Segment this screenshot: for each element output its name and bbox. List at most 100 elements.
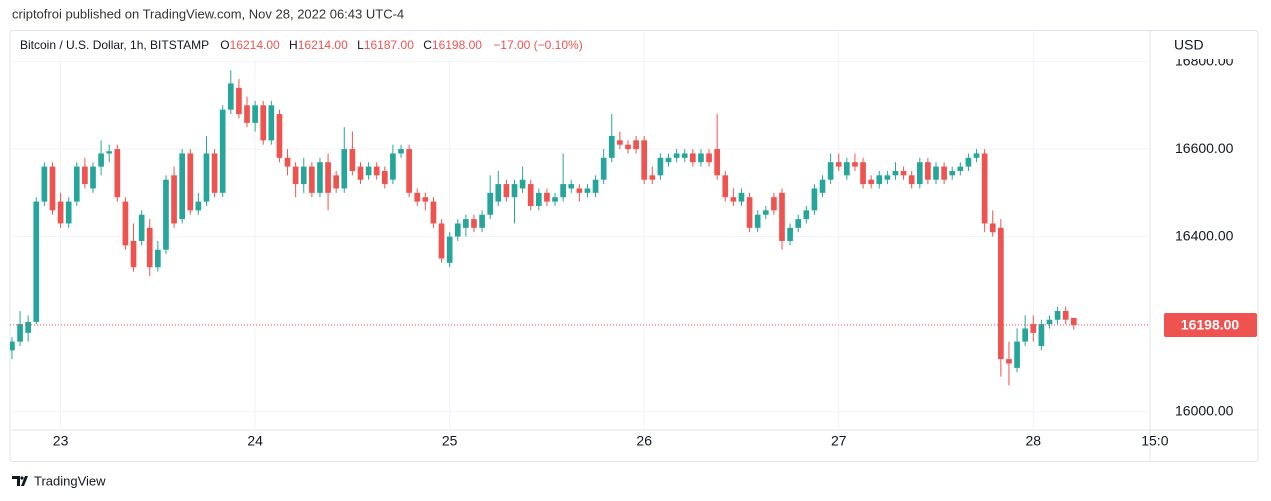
candle-body — [706, 153, 712, 163]
candle-body — [795, 219, 802, 228]
candle-body — [787, 227, 793, 241]
candle-body — [122, 201, 129, 246]
logo-dot — [20, 476, 24, 480]
candle-body — [179, 153, 186, 220]
candle-body — [868, 179, 875, 185]
candle-body — [495, 184, 502, 202]
y-axis-unit: USD — [1174, 37, 1204, 53]
candle-body — [309, 166, 315, 193]
low-value: 16187.00 — [364, 38, 414, 52]
candle-body — [730, 197, 737, 202]
candle-body — [1014, 341, 1020, 368]
close-key: C — [423, 38, 432, 52]
last-price-label: 16198.00 — [1181, 317, 1240, 333]
x-tick-label: 25 — [442, 433, 458, 449]
candle-body — [819, 179, 826, 193]
candle-body — [519, 179, 526, 189]
candle-body — [892, 170, 899, 176]
candle-body — [292, 166, 299, 185]
x-tick-label: 26 — [636, 433, 652, 449]
candle-body — [381, 170, 388, 185]
chart-frame — [9, 30, 1259, 462]
candle-body — [811, 188, 818, 211]
candle-body — [738, 192, 745, 202]
candle-body — [568, 184, 575, 189]
candle-body — [106, 151, 113, 154]
candle-body — [827, 162, 834, 180]
candle-body — [446, 236, 453, 263]
high-key: H — [289, 38, 298, 52]
candle-body — [65, 201, 72, 224]
candle-body — [1070, 317, 1077, 325]
candle-body — [665, 157, 672, 163]
candle-body — [146, 227, 153, 268]
candle-body — [211, 153, 218, 193]
candle-body — [454, 223, 461, 237]
candle-body — [844, 162, 850, 176]
x-tick-label: 23 — [53, 433, 69, 449]
candle-body — [633, 140, 639, 150]
candle-body — [398, 149, 404, 154]
candle-body — [390, 153, 396, 180]
candle-body — [357, 166, 364, 180]
candle-body — [260, 105, 267, 141]
candle-body — [714, 149, 720, 176]
candle-body — [479, 214, 485, 228]
candle-body — [511, 184, 518, 198]
candle-body — [544, 192, 550, 202]
candle-body — [349, 149, 356, 171]
x-tick-label: 24 — [247, 433, 263, 449]
candles — [10, 70, 1150, 386]
candle-body — [625, 144, 631, 150]
candle-body — [284, 157, 291, 167]
candle-body — [965, 157, 972, 167]
candle-body — [17, 324, 23, 342]
candle-body — [487, 192, 494, 215]
candle-body — [1038, 324, 1045, 346]
candle-body — [130, 240, 137, 268]
candle-body — [681, 153, 688, 158]
last-price-box — [1164, 312, 1257, 337]
candle-body — [1030, 324, 1037, 333]
candle-body — [657, 157, 664, 176]
open-value: 16214.00 — [230, 38, 280, 52]
y-tick-label: 16400.00 — [1175, 227, 1234, 243]
candle-body — [981, 153, 988, 224]
candle-body — [641, 140, 648, 180]
candle-body — [989, 223, 996, 233]
footer-brand: TradingView — [34, 473, 106, 488]
candle-body — [617, 140, 623, 145]
candle-body — [600, 157, 607, 180]
candle-body — [592, 179, 599, 193]
candle-body — [576, 188, 583, 193]
candle-body — [252, 105, 258, 123]
symbol-title: Bitcoin / U.S. Dollar, 1h, BITSTAMP — [20, 38, 209, 52]
candle-body — [779, 192, 785, 241]
candle-body — [949, 170, 956, 176]
candle-body — [90, 166, 96, 189]
candle-body — [1046, 319, 1053, 325]
candle-body — [941, 166, 947, 180]
candle-body — [163, 179, 169, 250]
candle-body — [33, 201, 40, 322]
candle-body — [925, 162, 931, 180]
candle-body — [10, 341, 15, 351]
candle-body — [138, 214, 145, 241]
candle-body — [463, 219, 469, 228]
high-value: 16214.00 — [298, 38, 348, 52]
grid — [10, 30, 1150, 430]
x-tick-label: 15:0 — [1141, 433, 1168, 449]
candle-body — [187, 153, 194, 211]
candle-body — [722, 175, 729, 198]
candle-body — [1006, 359, 1012, 364]
candle-body — [1062, 310, 1069, 320]
tradingview-logo — [12, 476, 28, 486]
candle-body — [1054, 310, 1061, 320]
candle-body — [698, 153, 704, 163]
candle-body — [57, 201, 64, 224]
candle-body — [41, 166, 48, 202]
candle-body — [689, 153, 696, 163]
y-tick-label: 16000.00 — [1175, 402, 1234, 418]
candle-body — [114, 149, 121, 198]
